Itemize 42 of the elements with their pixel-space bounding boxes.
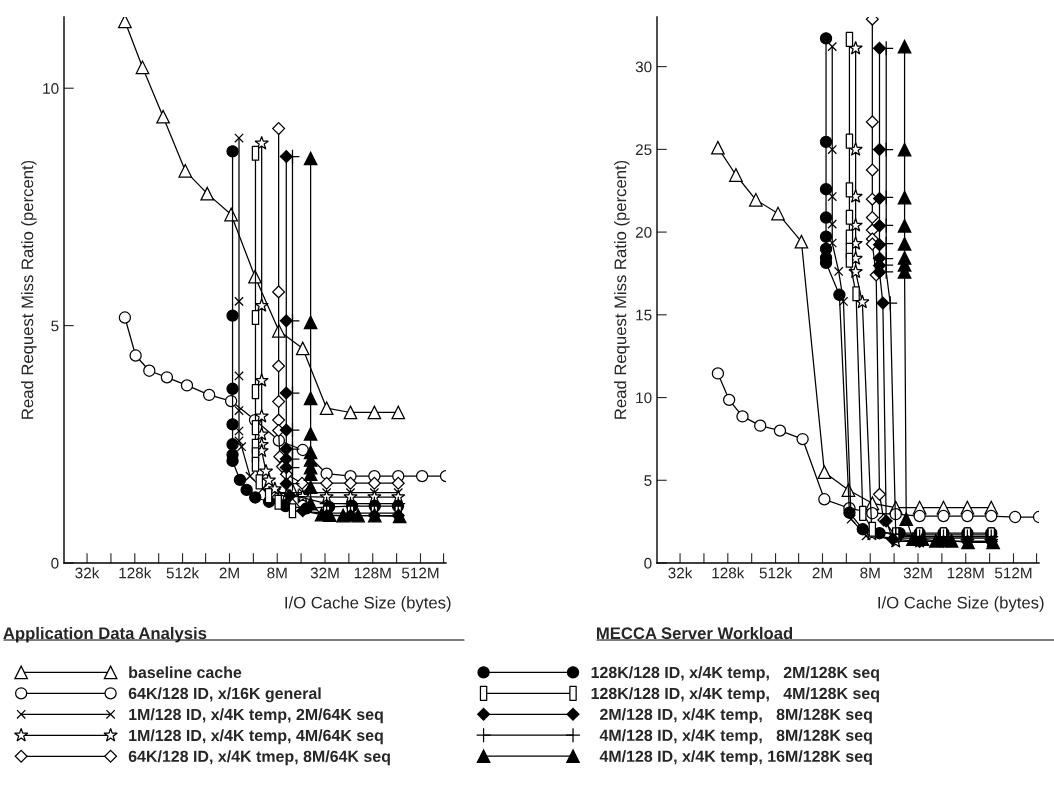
y-tick-label: 20	[635, 226, 652, 238]
text: Application Data Analysis	[3, 626, 207, 643]
y-tick-label: 5	[51, 320, 59, 332]
legend-label: 2M/128 ID, x/4K temp, 8M/128K seq	[600, 708, 872, 724]
y-tick-label: 0	[644, 557, 652, 569]
x-tick-label: 32M	[310, 567, 339, 579]
y-tick-label: 25	[635, 144, 652, 156]
x-tick-label: 8M	[860, 567, 880, 579]
x-axis-title: I/O Cache Size (bytes)	[285, 596, 451, 612]
x-tick-label: 128k	[119, 567, 152, 579]
y-tick-label: 30	[635, 61, 652, 73]
y-tick-label: 10	[43, 83, 59, 94]
legend-label: 64K/128 ID, x/16K general	[128, 687, 321, 703]
x-tick-label: 128M	[947, 567, 984, 579]
legend-label: 1M/128 ID, x/4K temp, 2M/64K seq	[129, 708, 383, 724]
x-tick-label: 512M	[995, 567, 1032, 579]
legend-label: 4M/128 ID, x/4K temp, 16M/128K seq	[599, 750, 872, 766]
x-tick-label: 512k	[759, 567, 793, 579]
legend-label: 128K/128 ID, x/4K temp, 2M/128K seq	[591, 666, 879, 682]
y-axis-title: Read Request Miss Ratio (percent)	[21, 160, 37, 419]
text: MECCA Server Workload	[597, 626, 793, 640]
y-tick-label: 15	[636, 309, 652, 321]
legend-label: 1M/128 ID, x/4K temp, 4M/64K seq	[129, 729, 383, 745]
x-tick-label: 8M	[267, 567, 287, 579]
x-tick-label: 32M	[903, 567, 932, 579]
x-tick-label: 2M	[812, 567, 832, 579]
legend-label: 4M/128 ID, x/4K temp, 8M/128K seq	[599, 729, 872, 745]
x-tick-label: 128M	[354, 567, 391, 579]
x-tick-label: 512M	[402, 567, 439, 579]
legend-label: 64K/128 ID, x/4K tmep, 8M/64K seq	[128, 750, 390, 766]
x-tick-label: 32k	[75, 567, 100, 579]
x-tick-label: 512k	[166, 567, 200, 579]
x-axis-title: I/O Cache Size (bytes)	[878, 596, 1044, 612]
x-tick-label: 128k	[712, 567, 745, 579]
y-tick-label: 10	[636, 392, 652, 404]
y-axis-title: Read Request Miss Ratio (percent)	[614, 160, 630, 419]
legend-label: baseline cache	[129, 666, 242, 679]
y-tick-label: 5	[644, 475, 652, 486]
x-tick-label: 32k	[668, 567, 693, 579]
legend-label: 128K/128 ID, x/4K temp, 4M/128K seq	[591, 687, 879, 703]
x-tick-label: 2M	[219, 567, 239, 579]
y-tick-label: 0	[51, 557, 59, 569]
